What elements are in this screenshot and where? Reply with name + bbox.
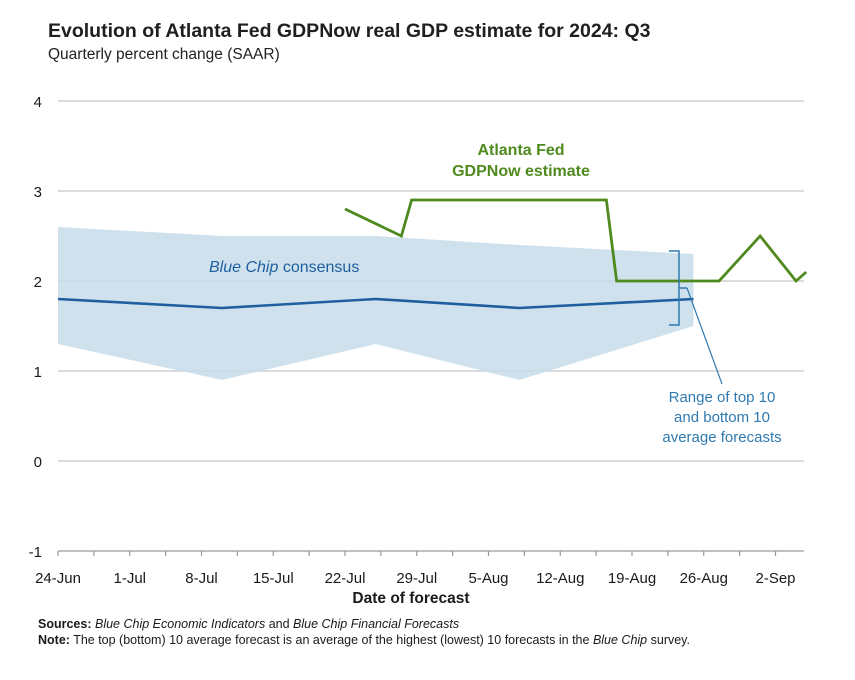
line-layer: [57, 198, 808, 310]
chart-footer: Sources: Blue Chip Economic Indicators a…: [38, 616, 818, 648]
note-label: Note:: [38, 633, 70, 647]
x-tick-label: 12-Aug: [536, 570, 584, 587]
range-band: [58, 227, 694, 380]
chart-subtitle: Quarterly percent change (SAAR): [48, 46, 280, 63]
gdpnow-line: [344, 198, 808, 284]
x-tick-label: 2-Sep: [755, 570, 795, 587]
x-tick-label: 1-Jul: [113, 570, 146, 587]
sources-publication-1: Blue Chip Economic Indicators: [94, 617, 266, 631]
consensus-line: [57, 297, 694, 310]
note-line: Note: The top (bottom) 10 average foreca…: [38, 632, 818, 648]
y-tick-label: 3: [34, 184, 42, 201]
gdpnow-label-line2: GDPNow estimate: [452, 163, 590, 180]
x-tick-label: 24-Jun: [35, 570, 81, 587]
gdpnow-label-line1: Atlanta Fed: [477, 142, 564, 159]
range-bracket: [669, 250, 687, 326]
x-tick-label: 22-Jul: [325, 570, 366, 587]
label-layer: Atlanta Fed GDPNow estimate Blue Chip co…: [209, 142, 782, 446]
range-label-line2: and bottom 10: [674, 409, 770, 426]
x-tick-label: 15-Jul: [253, 570, 294, 587]
consensus-label: Blue Chip consensus: [209, 259, 359, 276]
consensus-label-rest: consensus: [278, 259, 359, 276]
range-label-line3: average forecasts: [662, 429, 781, 446]
x-tick-label: 5-Aug: [468, 570, 508, 587]
x-tick-label: 26-Aug: [680, 570, 728, 587]
chart-title: Evolution of Atlanta Fed GDPNow real GDP…: [48, 20, 651, 42]
range-label-line1: Range of top 10: [669, 389, 776, 406]
y-tick-label: 1: [34, 364, 42, 381]
y-tick-label: 2: [34, 274, 42, 291]
x-tick-label: 19-Aug: [608, 570, 656, 587]
x-tick-label: 8-Jul: [185, 570, 218, 587]
sources-and: and: [265, 617, 294, 631]
y-tick-label: 4: [34, 94, 42, 111]
gdp-chart: 4 3 2 1 0 -1 24-Jun 1-Jul 8-Jul 15-Jul 22-Jul 29-Ju…: [29, 94, 808, 607]
note-text-2: survey.: [647, 633, 690, 647]
sources-publication-2: Blue Chip Financial Forecasts: [293, 617, 460, 631]
y-tick-label: 0: [34, 454, 42, 471]
consensus-label-italic: Blue Chip: [209, 259, 278, 276]
note-italic: Blue Chip: [592, 633, 648, 647]
note-text-1: The top (bottom) 10 average forecast is …: [69, 633, 593, 647]
sources-label: Sources:: [38, 617, 92, 631]
x-axis-title: Date of forecast: [352, 590, 469, 607]
range-pointer-line: [686, 287, 723, 385]
x-tick-label: 29-Jul: [396, 570, 437, 587]
axis-layer: 4 3 2 1 0 -1 24-Jun 1-Jul 8-Jul 15-Jul 22-Jul 29-Ju…: [29, 94, 804, 607]
sources-line: Sources: Blue Chip Economic Indicators a…: [38, 616, 818, 632]
band-layer: [58, 227, 694, 380]
y-tick-label: -1: [29, 544, 42, 561]
